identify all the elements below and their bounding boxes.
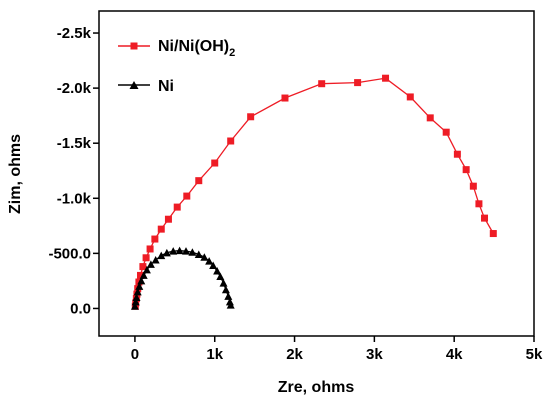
data-point <box>182 247 190 255</box>
data-point <box>195 177 203 185</box>
x-tick-label: 2k <box>286 346 303 363</box>
data-point <box>247 113 255 121</box>
data-point <box>442 128 450 136</box>
series-1 <box>130 246 235 310</box>
legend-entry-ni: Ni <box>118 78 174 95</box>
legend-marker-ni-ni-oh-2 <box>130 42 138 50</box>
data-point <box>130 302 139 310</box>
data-point <box>221 285 230 294</box>
data-point <box>133 287 142 296</box>
data-point <box>146 245 154 253</box>
data-point <box>131 297 140 306</box>
series-0 <box>131 74 497 310</box>
x-tick-label: 1k <box>206 346 223 363</box>
data-point <box>219 279 228 287</box>
data-point <box>173 203 181 211</box>
data-point <box>469 182 477 190</box>
y-tick-label: -2.0k <box>57 80 92 97</box>
x-tick-label: 5k <box>526 346 543 363</box>
data-point <box>200 253 209 261</box>
legend-label-main: Ni/Ni(OH) <box>158 38 229 55</box>
series-layer <box>130 74 497 310</box>
legend-entry-ni-ni-oh-2: Ni/Ni(OH)2 <box>118 38 235 59</box>
data-point <box>382 74 390 82</box>
legend-marker-ni <box>129 81 139 89</box>
x-tick-label: 4k <box>446 346 463 363</box>
data-point <box>139 271 148 279</box>
data-point <box>481 214 489 222</box>
data-point <box>281 94 289 102</box>
data-point <box>205 257 214 265</box>
data-point <box>151 255 160 264</box>
legend-label-ni: Ni <box>158 78 174 95</box>
data-point <box>489 230 497 238</box>
plot-frame <box>98 10 535 337</box>
y-tick-label: -1.0k <box>57 190 92 207</box>
x-axis-title: Zre, ohms <box>278 379 355 396</box>
legend: Ni/Ni(OH)2 Ni <box>118 38 235 95</box>
y-tick-label: 0.0 <box>70 300 91 317</box>
data-point <box>135 282 144 290</box>
y-tick-label: -500.0 <box>48 245 91 262</box>
data-point <box>475 200 483 208</box>
data-point <box>164 215 172 223</box>
data-point <box>318 80 326 88</box>
x-axis-ticks: 0 1k 2k 3k 4k 5k <box>131 336 543 363</box>
data-point <box>157 251 166 260</box>
data-point <box>462 166 470 174</box>
data-point <box>137 271 145 279</box>
legend-label-subscript: 2 <box>229 47 235 59</box>
data-point <box>211 159 219 167</box>
data-point <box>162 248 171 257</box>
data-point <box>142 254 150 262</box>
data-point <box>151 235 159 243</box>
series-line <box>134 77 494 307</box>
data-point <box>175 246 184 255</box>
y-tick-label: -2.5k <box>57 25 92 42</box>
y-axis-title: Zim, ohms <box>7 134 24 214</box>
y-tick-label: -1.5k <box>57 135 92 152</box>
data-point <box>213 267 222 275</box>
data-point <box>194 250 203 258</box>
data-point <box>226 301 235 309</box>
x-tick-label: 3k <box>366 346 383 363</box>
data-point <box>142 265 151 274</box>
y-axis-ticks: 0.0 -500.0 -1.0k -1.5k -2.0k -2.5k <box>48 25 99 317</box>
data-point <box>188 248 197 256</box>
data-point <box>354 79 362 87</box>
data-point <box>227 137 235 145</box>
data-point <box>157 225 165 233</box>
data-point <box>426 114 434 122</box>
data-point <box>183 192 191 200</box>
x-tick-label: 0 <box>131 346 139 363</box>
data-point <box>146 260 155 268</box>
data-point <box>406 93 414 101</box>
data-point <box>137 276 146 285</box>
data-point <box>139 263 147 271</box>
data-point <box>169 247 178 255</box>
data-point <box>216 272 225 281</box>
data-point <box>209 261 218 269</box>
data-point <box>224 292 233 300</box>
data-point <box>132 293 141 301</box>
data-point <box>453 150 461 158</box>
legend-label-ni-ni-oh-2: Ni/Ni(OH)2 <box>158 38 235 59</box>
